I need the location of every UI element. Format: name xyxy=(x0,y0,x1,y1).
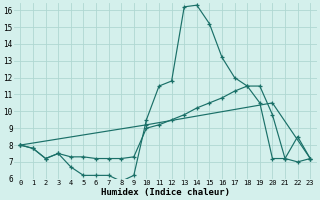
X-axis label: Humidex (Indice chaleur): Humidex (Indice chaleur) xyxy=(101,188,230,197)
